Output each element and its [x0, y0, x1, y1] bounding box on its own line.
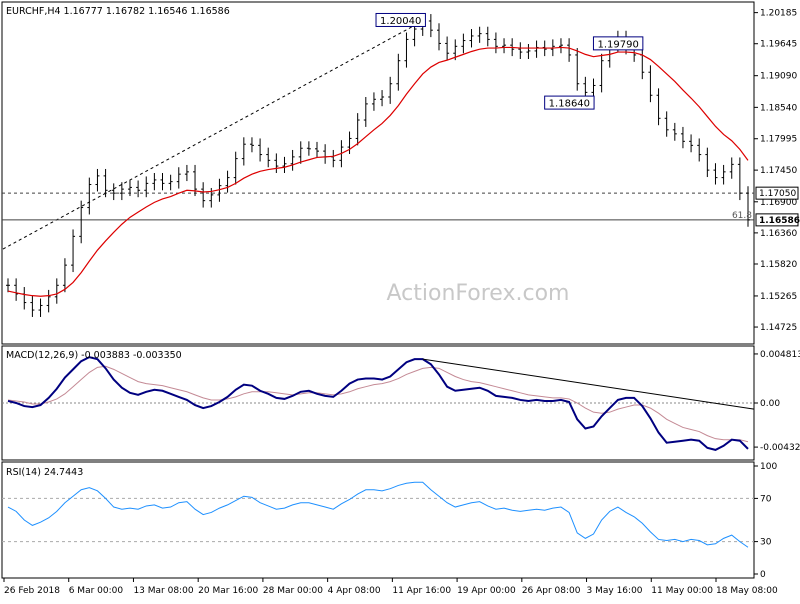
- x-tick-label: 28 Mar 00:00: [263, 586, 323, 596]
- x-tick-label: 19 Apr 00:00: [457, 586, 516, 596]
- price-y-tick-label: 1.15820: [760, 260, 797, 270]
- label-high-1-19790-box: [592, 36, 644, 51]
- price-y-tick-label: 1.17995: [760, 135, 797, 145]
- x-tick-label: 20 Mar 16:00: [198, 586, 258, 596]
- label-low-1-18640-box: [544, 95, 595, 110]
- x-tick-label: 11 May 00:00: [651, 586, 713, 596]
- label-high-1-19790: 1.19790: [597, 39, 638, 50]
- macd-y-tick-label: 0.00: [760, 399, 780, 409]
- price-y-tick-label: 1.17450: [760, 166, 797, 176]
- watermark: ActionForex.com: [387, 281, 570, 306]
- price-y-tick-label: 1.20185: [760, 9, 797, 19]
- x-tick-label: 26 Apr 08:00: [522, 586, 581, 596]
- x-tick-label: 3 May 16:00: [587, 586, 643, 596]
- price-axis-marker: 1.16586: [759, 216, 800, 226]
- price-y-tick-label: 1.16360: [760, 229, 797, 239]
- price-y-tick-label: 1.19090: [760, 72, 797, 82]
- x-tick-label: 26 Feb 2018: [4, 586, 60, 596]
- label-high-1-20040-box: [375, 12, 426, 27]
- price-trendline: [2, 20, 423, 250]
- price-axis-marker: 1.17050: [759, 189, 796, 199]
- macd-trendline: [422, 358, 755, 410]
- macd-signal-line: [7, 365, 749, 443]
- macd-y-tick-label: -0.004326: [760, 443, 800, 453]
- fib-label: 61.8: [732, 211, 752, 221]
- rsi-y-tick-label: 100: [760, 462, 777, 472]
- label-low-1-18640: 1.18640: [549, 99, 590, 110]
- price-y-tick-label: 1.18540: [760, 103, 797, 113]
- price-axis-marker-box: [755, 186, 799, 200]
- rsi-y-tick-label: 30: [760, 538, 772, 548]
- price-y-tick-label: 1.19645: [760, 40, 797, 50]
- rsi-line: [7, 481, 749, 548]
- symbol-info: EURCHF,H4 1.16777 1.16782 1.16546 1.1658…: [6, 6, 230, 17]
- x-tick-label: 6 Mar 00:00: [69, 586, 124, 596]
- macd-y-tick-label: 0.004813: [760, 350, 800, 360]
- rsi-info: RSI(14) 24.7443: [6, 467, 83, 478]
- price-axis-marker-box: [755, 213, 799, 227]
- rsi-y-tick-label: 0: [760, 570, 766, 580]
- moving-average-line: [7, 46, 749, 297]
- x-tick-label: 13 Mar 08:00: [133, 586, 193, 596]
- x-tick-label: 18 May 08:00: [716, 586, 778, 596]
- x-tick-label: 11 Apr 16:00: [392, 586, 451, 596]
- price-y-tick-label: 1.16900: [760, 198, 797, 208]
- price-panel: [1, 1, 755, 345]
- price-y-tick-label: 1.14725: [760, 323, 797, 333]
- price-y-tick-label: 1.15265: [760, 292, 797, 302]
- rsi-y-tick-label: 70: [760, 494, 772, 504]
- label-high-1-20040: 1.20040: [380, 16, 421, 27]
- x-tick-label: 4 Apr 08:00: [328, 586, 381, 596]
- macd-line: [7, 356, 749, 451]
- macd-info: MACD(12,26,9) -0.003883 -0.003350: [6, 350, 182, 361]
- rsi-panel: [1, 461, 755, 579]
